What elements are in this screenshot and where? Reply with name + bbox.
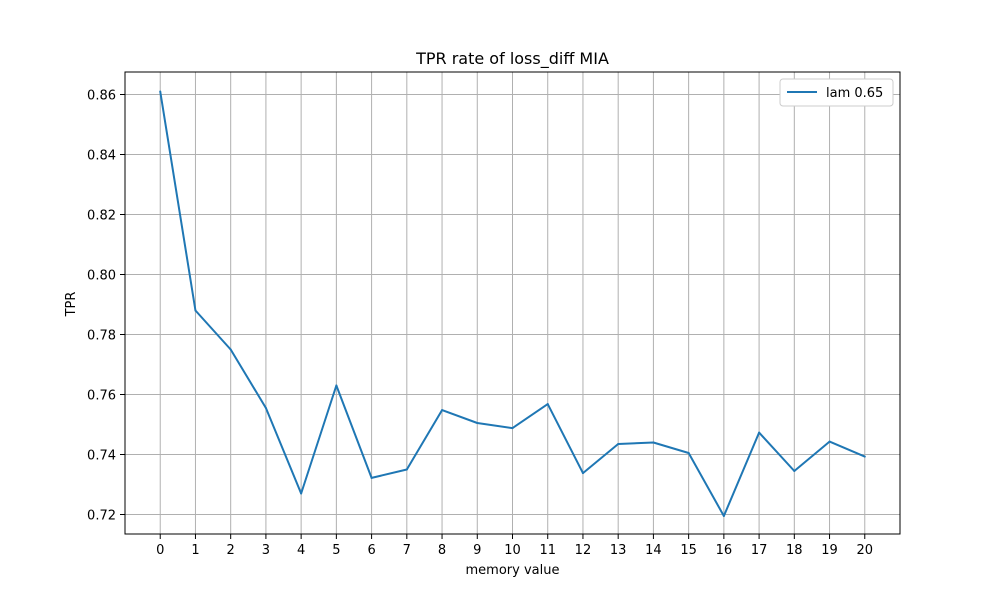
- data-point: [476, 422, 479, 424]
- y-axis-label: TPR: [64, 292, 79, 318]
- legend-label: lam 0.65: [826, 86, 883, 101]
- data-point: [159, 90, 162, 93]
- y-tick-label: 0.72: [87, 509, 116, 524]
- data-point: [229, 348, 232, 351]
- data-point: [546, 403, 549, 406]
- data-point: [758, 431, 761, 434]
- x-tick-label: 15: [680, 543, 697, 558]
- x-tick-label: 0: [156, 543, 164, 558]
- data-point: [511, 427, 514, 430]
- x-axis-label: memory value: [466, 563, 560, 578]
- y-tick-label: 0.84: [87, 149, 116, 164]
- data-point: [441, 409, 444, 412]
- y-tick-label: 0.76: [87, 389, 116, 404]
- y-tick-label: 0.82: [87, 209, 116, 224]
- x-tick-label: 12: [575, 543, 592, 558]
- x-tick-label: 2: [227, 543, 235, 558]
- x-tick-label: 11: [539, 543, 556, 558]
- axes: 0 1 2 3 4 5 6 7 8 9 10 11 12 13 14 15 16 17 18 19 200.720.74…: [87, 71, 901, 558]
- chart-title: TPR rate of loss_diff MIA: [415, 49, 609, 69]
- x-tick-label: 1: [191, 543, 199, 558]
- x-tick-label: 16: [716, 543, 733, 558]
- data-point: [687, 452, 690, 454]
- legend-box: [779, 78, 894, 107]
- x-tick-label: 18: [786, 543, 803, 558]
- data-point: [370, 476, 373, 479]
- x-tick-label: 17: [751, 543, 768, 558]
- x-tick-label: 7: [403, 543, 411, 558]
- grid: [125, 72, 900, 534]
- data-point: [793, 470, 796, 472]
- x-tick-label: 14: [645, 543, 662, 558]
- y-tick-label: 0.86: [87, 89, 116, 104]
- data-point: [194, 309, 197, 312]
- data-point: [300, 492, 303, 495]
- data-point: [722, 515, 725, 517]
- plot-frame: [124, 71, 901, 535]
- y-tick-label: 0.78: [87, 329, 116, 344]
- x-tick-label: 6: [367, 543, 375, 558]
- x-tick-label: 5: [332, 543, 340, 558]
- x-tick-label: 20: [856, 543, 873, 558]
- data-point: [581, 472, 584, 475]
- x-tick-label: 3: [262, 543, 270, 558]
- x-tick-label: 10: [504, 543, 521, 558]
- data-point: [405, 468, 408, 471]
- x-tick-label: 19: [821, 543, 838, 558]
- data-point: [828, 440, 831, 443]
- data-point: [335, 384, 338, 387]
- data-point: [264, 407, 267, 409]
- y-tick-label: 0.80: [87, 269, 116, 284]
- x-tick-label: 4: [297, 543, 305, 558]
- legend: lam 0.65: [779, 78, 894, 107]
- x-tick-label: 13: [610, 543, 627, 558]
- series-layer: [159, 90, 866, 517]
- data-point: [652, 441, 655, 444]
- data-point: [863, 455, 866, 458]
- x-tick-label: 8: [438, 543, 446, 558]
- y-tick-label: 0.74: [87, 449, 116, 464]
- data-point: [617, 443, 620, 445]
- x-tick-label: 9: [473, 543, 481, 558]
